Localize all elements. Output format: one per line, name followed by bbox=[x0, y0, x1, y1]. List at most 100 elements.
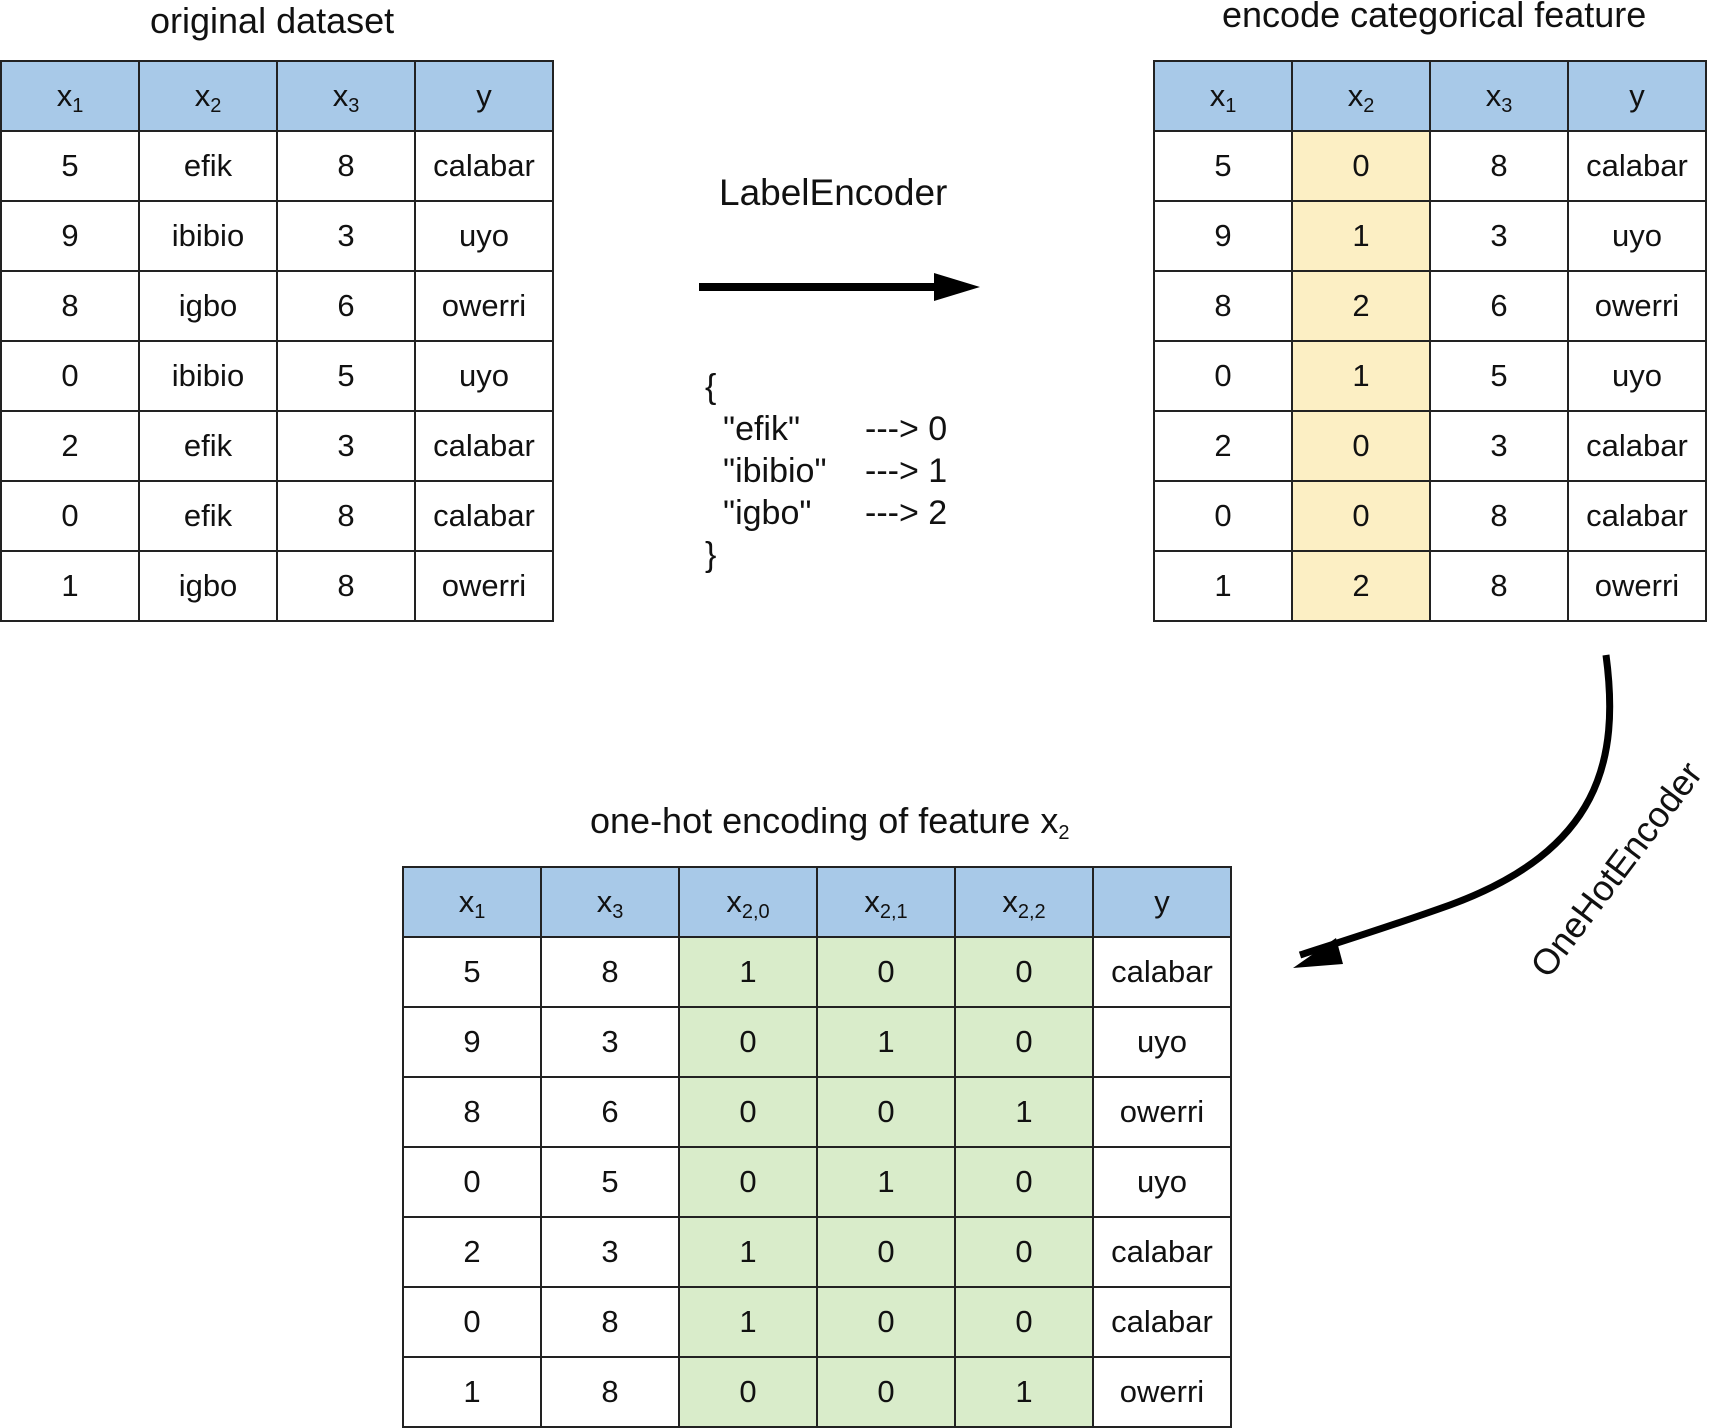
onehot-table-header-cell: x2,0 bbox=[678, 866, 818, 938]
encoded-table-row: 2 0 3 calabar bbox=[1153, 410, 1707, 482]
original-table-cell: efik bbox=[138, 130, 278, 202]
original-table-row: 9 ibibio 3 uyo bbox=[0, 200, 554, 272]
onehot-table-cell: 8 bbox=[540, 1356, 680, 1428]
onehot-table-cell: 0 bbox=[402, 1146, 542, 1218]
original-table-header-cell: x3 bbox=[276, 60, 416, 132]
encoded-table-header-cell: y bbox=[1567, 60, 1707, 132]
original-table-cell: 8 bbox=[0, 270, 140, 342]
encoded-dataset-table: x1 x2 x3 y 5 0 8 calabar 9 1 3 uyo 8 2 6 owerri 0 1 5 uyo 2 0… bbox=[1153, 60, 1707, 622]
encoded-table-cell: 8 bbox=[1153, 270, 1293, 342]
onehot-table-cell: 0 bbox=[954, 1006, 1094, 1078]
original-table-cell: 5 bbox=[276, 340, 416, 412]
mapping-value: ---> 1 bbox=[865, 452, 948, 490]
encoded-table-row: 9 1 3 uyo bbox=[1153, 200, 1707, 272]
encoded-table-cell: 3 bbox=[1429, 200, 1569, 272]
original-table-cell: 3 bbox=[276, 410, 416, 482]
onehot-table-cell: 1 bbox=[678, 1286, 818, 1358]
original-table-cell: 0 bbox=[0, 340, 140, 412]
onehot-table-cell: 3 bbox=[540, 1216, 680, 1288]
encoded-table-cell: 2 bbox=[1291, 270, 1431, 342]
encoded-table-cell: 8 bbox=[1429, 480, 1569, 552]
encoded-table-cell: 9 bbox=[1153, 200, 1293, 272]
mapping-rows: "efik" ---> 0 "ibibio" ---> 1 "igbo" ---> 2 bbox=[705, 408, 965, 534]
encoded-table-header-cell: x2 bbox=[1291, 60, 1431, 132]
encoded-table-cell: 2 bbox=[1291, 550, 1431, 622]
onehot-dataset-table: x1 x3 x2,0 x2,1 x2,2 y 5 8 1 0 0 calabar 9 3 0 1 0 uyo 8 6 0… bbox=[402, 866, 1232, 1428]
onehot-table-cell: 0 bbox=[678, 1006, 818, 1078]
mapping-key: "igbo" bbox=[723, 494, 812, 532]
encoded-table-row: 1 2 8 owerri bbox=[1153, 550, 1707, 622]
encoded-table-cell: 5 bbox=[1153, 130, 1293, 202]
mapping-row: "igbo" ---> 2 bbox=[705, 492, 965, 534]
original-table-cell: efik bbox=[138, 480, 278, 552]
encoded-table-cell: owerri bbox=[1567, 550, 1707, 622]
original-table-cell: owerri bbox=[414, 270, 554, 342]
encoded-table-cell: 0 bbox=[1291, 480, 1431, 552]
encoded-table-cell: calabar bbox=[1567, 130, 1707, 202]
encoded-table-row: 8 2 6 owerri bbox=[1153, 270, 1707, 342]
onehot-table-cell: 3 bbox=[540, 1006, 680, 1078]
onehot-table-cell: 1 bbox=[402, 1356, 542, 1428]
onehot-table-cell: 0 bbox=[678, 1146, 818, 1218]
encoded-table-header-row: x1 x2 x3 y bbox=[1153, 60, 1707, 132]
original-table-cell: 1 bbox=[0, 550, 140, 622]
onehot-table-cell: calabar bbox=[1092, 1286, 1232, 1358]
label-encoder-arrow bbox=[699, 273, 980, 301]
mapping-key: "ibibio" bbox=[723, 452, 827, 490]
onehot-table-cell: uyo bbox=[1092, 1006, 1232, 1078]
original-table-cell: 3 bbox=[276, 200, 416, 272]
onehot-table-row: 5 8 1 0 0 calabar bbox=[402, 936, 1232, 1008]
onehot-table-cell: 1 bbox=[816, 1006, 956, 1078]
encoded-table-cell: 1 bbox=[1291, 200, 1431, 272]
encoded-table-cell: calabar bbox=[1567, 480, 1707, 552]
onehot-table-cell: 6 bbox=[540, 1076, 680, 1148]
onehot-table-cell: calabar bbox=[1092, 936, 1232, 1008]
encoded-table-title: encode categorical feature bbox=[1222, 0, 1647, 35]
original-table-cell: 8 bbox=[276, 550, 416, 622]
encoded-table-cell: uyo bbox=[1567, 200, 1707, 272]
original-table-cell: igbo bbox=[138, 270, 278, 342]
onehot-table-header-cell: x3 bbox=[540, 866, 680, 938]
onehot-table-header-cell: y bbox=[1092, 866, 1232, 938]
onehot-table-cell: 1 bbox=[678, 936, 818, 1008]
onehot-table-cell: 0 bbox=[816, 1286, 956, 1358]
encoded-table-cell: owerri bbox=[1567, 270, 1707, 342]
onehot-table-title: one-hot encoding of feature x2 bbox=[590, 800, 1069, 843]
onehot-table-row: 8 6 0 0 1 owerri bbox=[402, 1076, 1232, 1148]
encoded-table-row: 0 0 8 calabar bbox=[1153, 480, 1707, 552]
encoded-table-cell: calabar bbox=[1567, 410, 1707, 482]
original-table-cell: 8 bbox=[276, 130, 416, 202]
original-table-cell: 8 bbox=[276, 480, 416, 552]
original-table-row: 5 efik 8 calabar bbox=[0, 130, 554, 202]
original-table-row: 0 efik 8 calabar bbox=[0, 480, 554, 552]
original-dataset-table: x1 x2 x3 y 5 efik 8 calabar 9 ibibio 3 uyo 8 igbo 6 owe… bbox=[0, 60, 554, 622]
onehot-table-cell: 2 bbox=[402, 1216, 542, 1288]
original-table-cell: efik bbox=[138, 410, 278, 482]
original-table-cell: 0 bbox=[0, 480, 140, 552]
onehot-table-cell: 0 bbox=[954, 1286, 1094, 1358]
onehot-table-cell: 8 bbox=[402, 1076, 542, 1148]
onehot-table-cell: 0 bbox=[678, 1356, 818, 1428]
onehot-table-cell: 5 bbox=[540, 1146, 680, 1218]
encoded-table-cell: 6 bbox=[1429, 270, 1569, 342]
original-table-cell: calabar bbox=[414, 410, 554, 482]
onehot-table-cell: 1 bbox=[816, 1146, 956, 1218]
encoded-table-cell: 3 bbox=[1429, 410, 1569, 482]
mapping-value: ---> 2 bbox=[865, 494, 948, 532]
onehot-table-header-row: x1 x3 x2,0 x2,1 x2,2 y bbox=[402, 866, 1232, 938]
onehot-table-cell: owerri bbox=[1092, 1076, 1232, 1148]
original-table-cell: uyo bbox=[414, 200, 554, 272]
onehot-table-row: 9 3 0 1 0 uyo bbox=[402, 1006, 1232, 1078]
original-table-row: 0 ibibio 5 uyo bbox=[0, 340, 554, 412]
encoded-table-cell: 0 bbox=[1153, 480, 1293, 552]
encoded-table-cell: 8 bbox=[1429, 550, 1569, 622]
onehot-table-header-cell: x1 bbox=[402, 866, 542, 938]
original-table-cell: ibibio bbox=[138, 340, 278, 412]
onehot-table-cell: 0 bbox=[816, 936, 956, 1008]
onehot-table-cell: 8 bbox=[540, 1286, 680, 1358]
onehot-table-row: 0 8 1 0 0 calabar bbox=[402, 1286, 1232, 1358]
label-mapping: { "efik" ---> 0 "ibibio" ---> 1 "igbo" ---> 2… bbox=[705, 366, 965, 576]
encoded-table-cell: 5 bbox=[1429, 340, 1569, 412]
mapping-close-brace: } bbox=[705, 536, 717, 574]
onehot-table-row: 0 5 0 1 0 uyo bbox=[402, 1146, 1232, 1218]
